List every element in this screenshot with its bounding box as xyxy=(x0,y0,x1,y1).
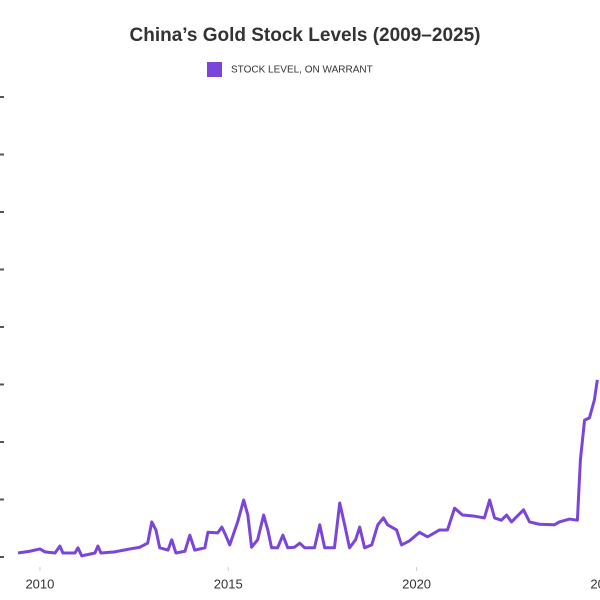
legend-label: STOCK LEVEL, ON WARRANT xyxy=(231,65,373,76)
legend-swatch xyxy=(207,62,222,77)
chart-title: China’s Gold Stock Levels (2009–2025) xyxy=(130,25,481,46)
x-tick-label: 2020 xyxy=(402,576,431,591)
x-tick-label: 2025 xyxy=(590,576,600,591)
legend: STOCK LEVEL, ON WARRANT xyxy=(207,62,373,77)
x-tick-label: 2015 xyxy=(214,576,243,591)
x-tick-label: 2010 xyxy=(25,576,54,591)
series-line xyxy=(17,379,599,558)
